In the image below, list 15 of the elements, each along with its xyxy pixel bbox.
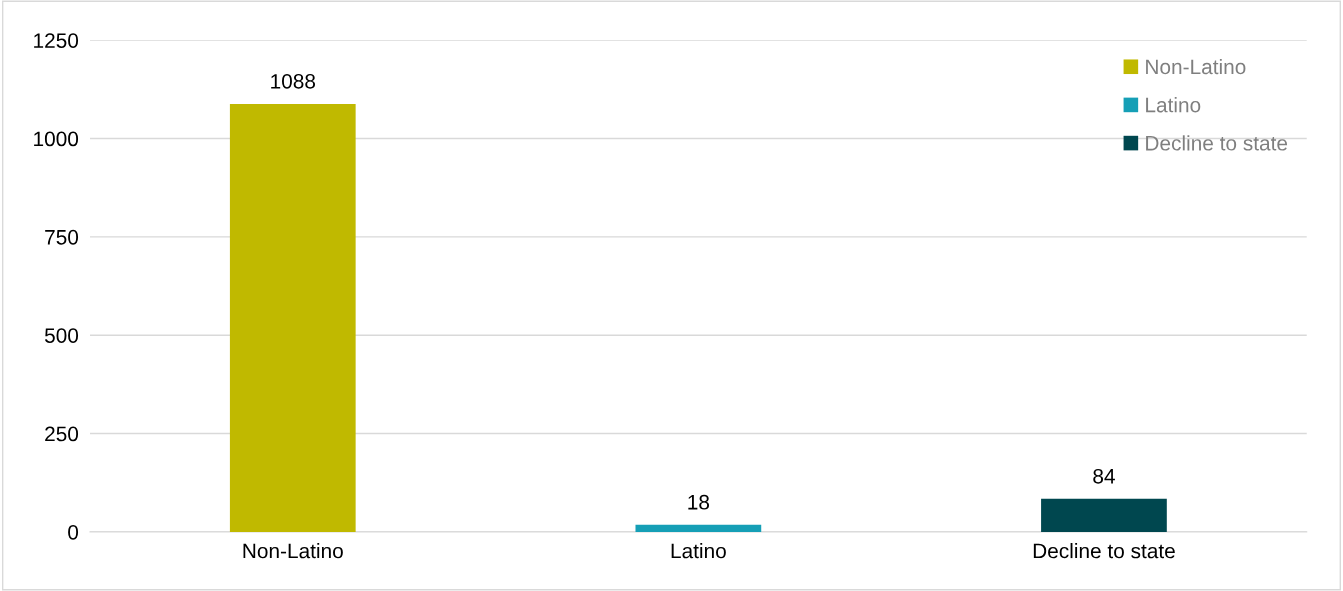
y-tick-label: 750 xyxy=(45,229,79,245)
data-label: 1088 xyxy=(271,73,316,89)
legend-label: Latino xyxy=(1146,97,1201,113)
x-tick-label: Latino xyxy=(671,543,726,559)
x-tick-label: Non-Latino xyxy=(243,543,343,559)
y-tick-label: 250 xyxy=(45,426,79,442)
y-tick-label: 500 xyxy=(44,328,79,343)
y-tick-label: 0 xyxy=(68,524,79,540)
legend-label: Non-Latino xyxy=(1146,58,1246,75)
data-label: 84 xyxy=(1093,468,1115,484)
y-tick-label: 1000 xyxy=(34,131,79,147)
data-label: 18 xyxy=(688,494,710,510)
legend-label: Decline to state xyxy=(1146,135,1288,151)
y-tick-label: 1250 xyxy=(34,33,79,48)
x-tick-label: Decline to state xyxy=(1033,543,1175,559)
